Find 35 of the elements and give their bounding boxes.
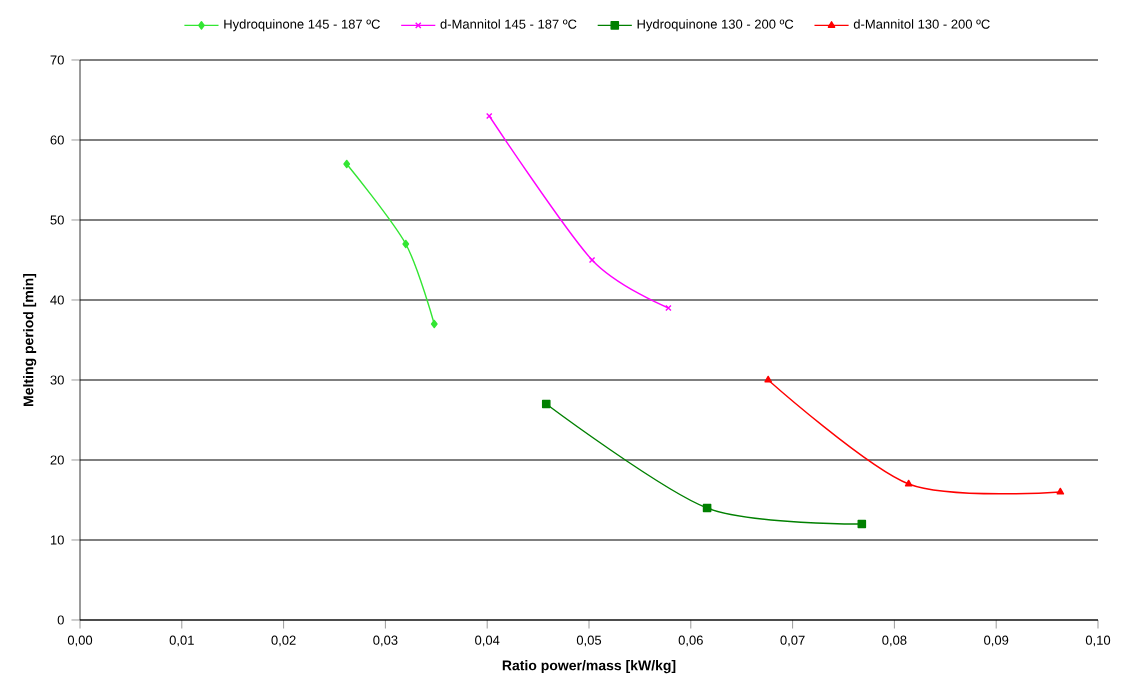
x-tick-label: 0,07 (780, 635, 805, 647)
point (402, 239, 410, 249)
x-tick-label: 0,04 (475, 635, 500, 647)
x-tick-label: 0,00 (67, 635, 93, 647)
point (1056, 487, 1065, 495)
x-tick-label: 0,02 (271, 635, 296, 647)
x-tick-label: 0,09 (984, 635, 1009, 647)
y-tick-label: 70 (50, 55, 64, 65)
point (588, 256, 596, 264)
x-axis-title: Ratio power/mass [kW/kg] (502, 660, 676, 674)
y-tick-label: 10 (50, 535, 64, 545)
y-tick-label: 0 (57, 615, 64, 625)
y-tick-label: 60 (50, 135, 64, 145)
x-tick-label: 0,06 (678, 635, 703, 647)
y-axis-title: Melting period [min] (23, 273, 37, 406)
y-tick-label: 30 (50, 375, 64, 385)
point (343, 159, 351, 169)
point (485, 112, 493, 120)
legend-label: Hydroquinone 130 - 200 ºC (637, 19, 794, 32)
legend-label: d-Mannitol 145 - 187 ºC (440, 19, 577, 29)
x-tick-label: 0,03 (373, 635, 398, 647)
point (904, 479, 913, 487)
point (665, 304, 672, 312)
y-tick-label: 50 (50, 215, 64, 225)
point (541, 399, 551, 409)
legend-label: d-Mannitol 130 - 200 ºC (853, 19, 990, 29)
point (764, 375, 772, 383)
x-tick-label: 0,08 (882, 635, 907, 647)
point (430, 319, 438, 329)
y-tick-label: 40 (50, 295, 64, 305)
x-tick-label: 0,01 (169, 635, 194, 647)
x-tick-label: 0,05 (576, 635, 602, 647)
x-tick-label: 0,10 (1085, 635, 1111, 647)
y-tick-label: 20 (50, 455, 64, 465)
legend-label: Hydroquinone 145 - 187 ºC (224, 19, 380, 32)
